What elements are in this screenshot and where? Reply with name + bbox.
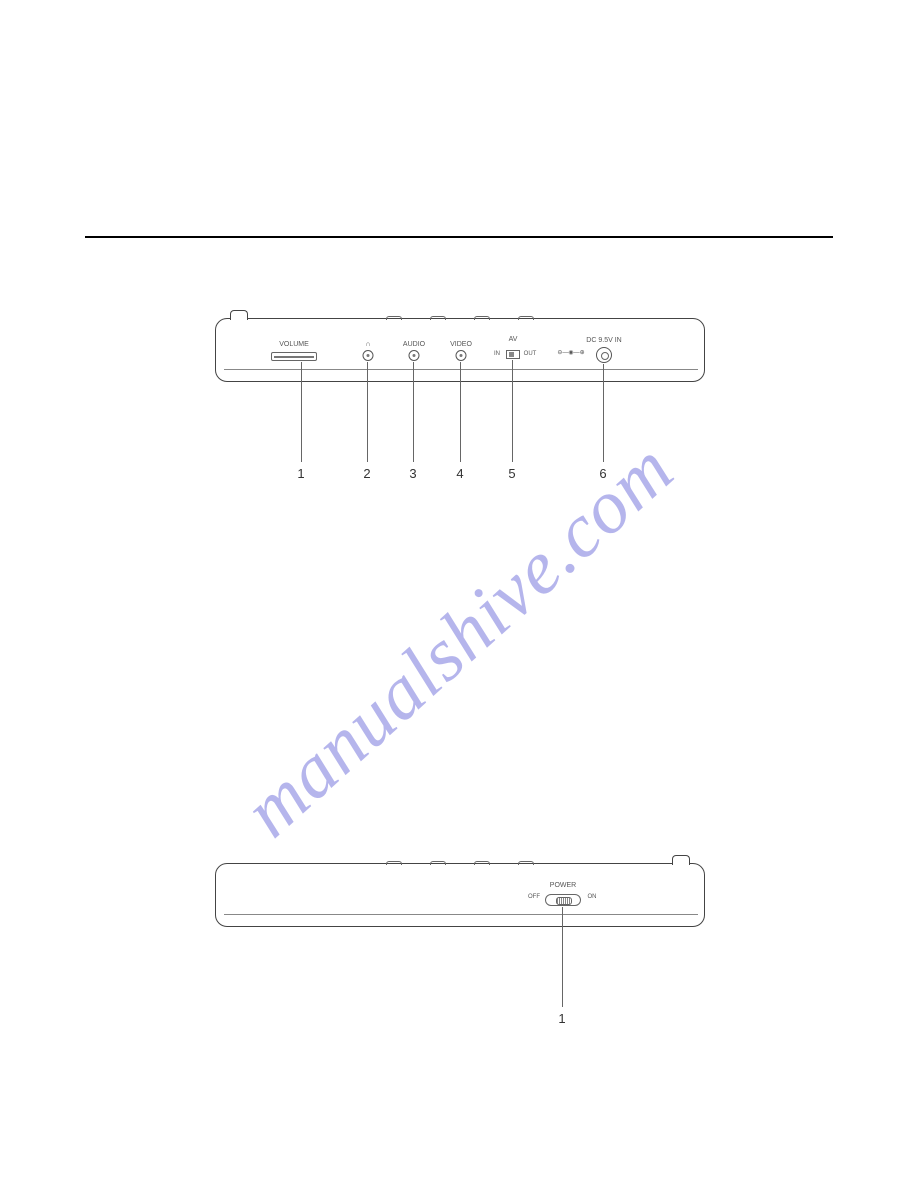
video-jack <box>456 350 467 361</box>
bottom-notch <box>672 855 690 865</box>
callout-line-b1 <box>562 907 563 1007</box>
callout-5: 5 <box>508 466 515 481</box>
horizontal-rule <box>85 236 833 238</box>
callout-3: 3 <box>409 466 416 481</box>
label-off: OFF <box>528 894 540 900</box>
dc-polarity-icon: ⊖—◉—⊕ <box>557 349 584 356</box>
callout-4: 4 <box>456 466 463 481</box>
callout-6: 6 <box>599 466 606 481</box>
top-seam <box>224 369 698 370</box>
headphone-jack <box>363 350 374 361</box>
callout-line-1 <box>301 362 302 462</box>
callout-1: 1 <box>297 466 304 481</box>
callout-line-6 <box>603 364 604 462</box>
callout-line-4 <box>460 362 461 462</box>
callout-2: 2 <box>363 466 370 481</box>
label-dc: DC 9.5V IN <box>586 337 621 344</box>
power-switch <box>545 894 581 906</box>
top-notch-left <box>230 310 248 320</box>
device-bottom-body: POWER OFF ON <box>215 863 705 927</box>
volume-wheel <box>271 352 317 361</box>
audio-jack <box>409 350 420 361</box>
label-volume: VOLUME <box>279 341 309 348</box>
label-audio: AUDIO <box>403 341 425 348</box>
callout-line-2 <box>367 362 368 462</box>
callout-b1: 1 <box>558 1011 565 1026</box>
figure-top: VOLUME AUDIO VIDEO AV IN OUT DC 9.5V IN … <box>215 318 705 483</box>
label-on: ON <box>588 894 597 900</box>
label-video: VIDEO <box>450 341 472 348</box>
label-power: POWER <box>550 882 576 889</box>
dc-jack <box>596 347 612 363</box>
label-av-out: OUT <box>524 351 537 357</box>
label-av: AV <box>509 336 518 343</box>
av-switch <box>506 350 520 359</box>
bottom-seam <box>224 914 698 915</box>
watermark-text: manualshive.com <box>227 425 690 854</box>
callout-line-3 <box>413 362 414 462</box>
headphone-icon: ∩ <box>365 341 370 348</box>
top-bumps <box>386 316 534 320</box>
figure-bottom: POWER OFF ON 1 <box>215 863 705 1033</box>
bottom-bumps <box>386 861 534 865</box>
label-av-in: IN <box>494 351 500 357</box>
callout-line-5 <box>512 360 513 462</box>
